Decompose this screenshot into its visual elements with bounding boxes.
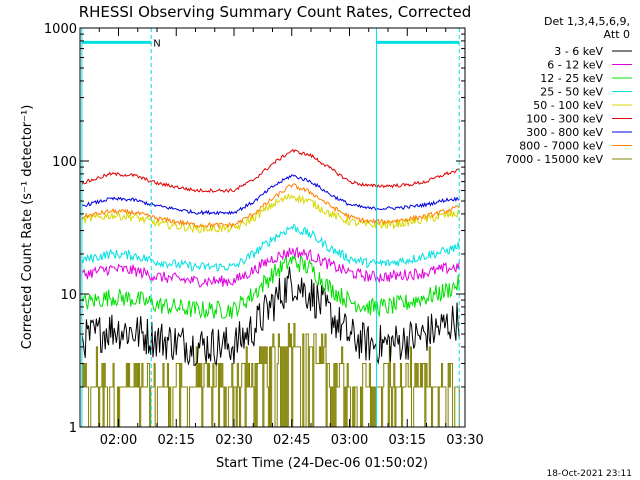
x-tick-label-1: 02:15: [158, 433, 195, 448]
x-tick-label-5: 03:15: [389, 433, 426, 448]
timestamp: 18-Oct-2021 23:11: [547, 469, 632, 479]
x-tick-label-6: 03:30: [446, 433, 483, 448]
series-line-3: [81, 223, 460, 272]
legend-label-4: 50 - 100 keV: [533, 99, 603, 112]
data-layer: [81, 148, 461, 428]
y-tick-label-1: 10: [60, 288, 77, 303]
legend-header-1: Det 1,3,4,5,6,9,: [544, 15, 630, 28]
axes-layer: 02:00 02:15 02:30 02:45 03:00 03:15 03:30 1 10 10…: [44, 22, 484, 448]
y-tick-label-0: 1: [69, 421, 77, 436]
x-tick-label-4: 03:00: [331, 433, 368, 448]
legend-label-6: 300 - 800 keV: [526, 126, 603, 139]
x-tick-label-0: 02:00: [100, 433, 137, 448]
series-line-7: [81, 183, 460, 229]
night-label: N: [153, 38, 160, 49]
x-tick-label-2: 02:30: [215, 433, 252, 448]
series-line-0: [81, 266, 460, 367]
y-axis-label: Corrected Count Rate (s⁻¹ detector⁻¹): [20, 105, 35, 350]
legend-label-7: 800 - 7000 keV: [519, 140, 603, 153]
chart-title: RHESSI Observing Summary Count Rates, Co…: [79, 3, 472, 21]
legend-label-2: 12 - 25 keV: [540, 72, 603, 85]
legend-label-1: 6 - 12 keV: [547, 59, 603, 72]
y-tick-label-3: 1000: [44, 22, 77, 37]
x-tick-label-3: 02:45: [273, 433, 310, 448]
legend-header-2: Att 0: [604, 28, 630, 41]
series-line-6: [81, 174, 460, 216]
legend-label-5: 100 - 300 keV: [526, 113, 603, 126]
series-line-4: [81, 193, 460, 234]
marker-layer: N: [81, 28, 460, 427]
legend-label-0: 3 - 6 keV: [554, 45, 603, 58]
x-axis-label: Start Time (24-Dec-06 01:50:02): [216, 456, 428, 471]
legend-label-3: 25 - 50 keV: [540, 86, 603, 99]
series-line-2: [81, 255, 460, 320]
series-line-8: [81, 323, 461, 428]
series-line-1: [81, 246, 460, 288]
y-tick-label-2: 100: [52, 155, 77, 170]
series-line-5: [81, 148, 460, 193]
legend-label-8: 7000 - 15000 keV: [505, 153, 603, 166]
